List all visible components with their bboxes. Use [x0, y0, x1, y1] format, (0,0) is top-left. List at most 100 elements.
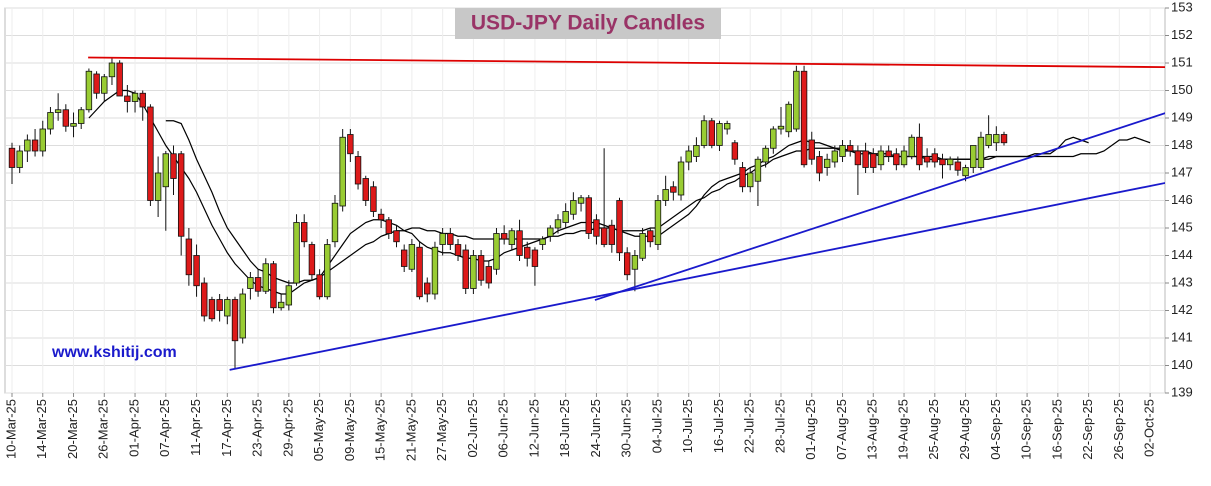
candle-body	[577, 197, 585, 204]
candle-body	[93, 73, 100, 94]
candle-body	[239, 293, 246, 339]
x-tick-label: 05-May-25	[311, 399, 326, 461]
candle-body	[431, 246, 439, 295]
candle-body	[785, 103, 792, 133]
x-tick-label: 25-Aug-25	[926, 399, 941, 460]
candle-body	[377, 213, 385, 221]
candle-body	[670, 186, 677, 193]
labels: 139 140 141 142 143 144 145 146 147 148 149 150 151 1…	[3, 0, 1192, 461]
x-tick-label: 10-Jul-25	[680, 399, 695, 453]
candle-body	[939, 158, 946, 166]
candle-body	[462, 249, 469, 289]
candle-body	[916, 136, 923, 166]
x-tick-label: 29-Apr-25	[280, 399, 295, 457]
chart-title: USD-JPY Daily Candles	[471, 12, 705, 35]
candle-body	[293, 222, 300, 284]
y-tick-label: 152	[1171, 27, 1193, 42]
candle-body	[908, 136, 915, 157]
x-tick-label: 01-Aug-25	[803, 399, 818, 460]
y-tick-label: 139	[1171, 384, 1193, 399]
candle-body	[993, 134, 1000, 144]
candle-body	[885, 150, 892, 157]
x-tick-label: 07-Apr-25	[157, 399, 172, 457]
candle-body	[693, 145, 700, 157]
candle-body	[500, 233, 508, 240]
candle-body	[585, 197, 592, 234]
candle-body	[647, 230, 654, 243]
candle-body	[654, 200, 662, 245]
y-tick-label: 142	[1171, 302, 1193, 317]
candle-body	[877, 150, 885, 166]
y-tick-label: 144	[1171, 247, 1193, 262]
candle-body	[723, 123, 731, 130]
candle-body	[16, 150, 23, 168]
candle-body	[270, 263, 277, 309]
candle-body	[247, 277, 254, 289]
candle-body	[616, 200, 623, 254]
x-tick-label: 16-Jul-25	[711, 399, 726, 453]
candle-body	[970, 145, 977, 168]
y-tick-label: 141	[1171, 329, 1193, 344]
candle-body	[316, 274, 323, 298]
candle-body	[777, 125, 785, 130]
candle-body	[162, 153, 169, 188]
candle-body	[108, 62, 116, 78]
x-tick-label: 02-Oct-25	[1142, 399, 1157, 457]
candle-body	[439, 233, 446, 245]
candle-body	[531, 249, 539, 267]
candle-body	[139, 92, 146, 108]
candle-body	[477, 255, 485, 281]
candle-body	[147, 106, 154, 201]
candle-body	[823, 158, 831, 168]
candle-body	[354, 156, 362, 185]
candle-body	[362, 178, 369, 201]
candle-body	[424, 282, 431, 295]
candle-body	[385, 219, 393, 234]
x-tick-label: 10-Mar-25	[3, 399, 18, 459]
x-tick-label: 15-May-25	[373, 399, 388, 461]
candle-body	[201, 282, 208, 317]
x-tick-label: 13-Aug-25	[865, 399, 880, 460]
candle-body	[454, 244, 462, 256]
x-tick-label: 30-Jun-25	[619, 399, 634, 458]
candle-body	[170, 153, 177, 179]
candle-body	[485, 266, 492, 284]
candle-body	[308, 244, 316, 276]
candle-body	[400, 249, 408, 267]
candle-body	[78, 109, 85, 124]
candle-body	[800, 70, 808, 166]
candle-body	[931, 153, 938, 163]
x-tick-label: 17-Apr-25	[219, 399, 234, 457]
candle-body	[954, 161, 962, 171]
candle-body	[231, 299, 239, 342]
candle-body	[262, 263, 269, 292]
candle-body	[677, 161, 685, 196]
candle-body	[347, 134, 354, 155]
candle-body	[700, 120, 708, 146]
candle-body	[593, 219, 600, 237]
y-tick-label: 151	[1171, 54, 1193, 69]
candle-body	[600, 227, 608, 245]
y-tick-label: 149	[1171, 109, 1193, 124]
candle-body	[8, 147, 16, 168]
marks	[8, 56, 1165, 371]
candle-body	[570, 200, 577, 215]
x-tick-label: 04-Jul-25	[649, 399, 664, 453]
x-tick-label: 09-May-25	[342, 399, 357, 461]
x-tick-label: 10-Sep-25	[1019, 399, 1034, 460]
candle-body	[716, 123, 723, 146]
x-tick-label: 01-Apr-25	[126, 399, 141, 457]
x-tick-label: 06-Jun-25	[496, 399, 511, 458]
candle-body	[870, 153, 877, 168]
candle-body	[177, 153, 185, 237]
candle-body	[216, 299, 223, 311]
candle-body	[839, 145, 846, 157]
candle-body	[985, 134, 992, 146]
candle-body	[254, 277, 262, 292]
candle-body	[1000, 134, 1008, 144]
candle-body	[516, 230, 523, 256]
x-tick-label: 16-Sep-25	[1049, 399, 1064, 460]
candle-body	[662, 189, 669, 201]
x-tick-label: 04-Sep-25	[988, 399, 1003, 460]
candle-body	[762, 147, 769, 163]
